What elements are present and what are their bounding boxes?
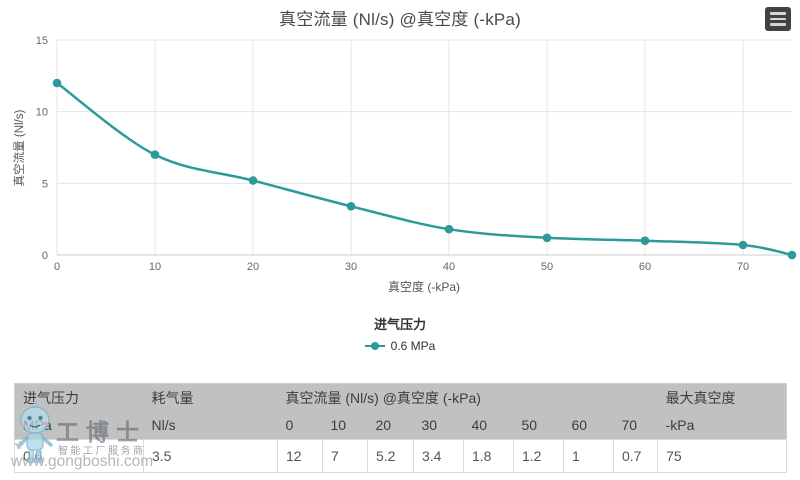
data-point-marker[interactable] xyxy=(738,240,748,250)
table-cell: 5.2 xyxy=(367,438,414,473)
table-unit-cell: Nl/s xyxy=(143,412,278,439)
table-cell: 1.8 xyxy=(463,438,514,473)
table-unit-cell: 30 xyxy=(413,412,464,439)
x-tick-label: 0 xyxy=(54,261,60,273)
table-header-cell: 最大真空度 xyxy=(657,383,787,412)
data-point-marker[interactable] xyxy=(150,150,160,159)
table-cell: 3.5 xyxy=(143,438,278,473)
data-point-marker[interactable] xyxy=(787,250,797,260)
table-header-cell: 耗气量 xyxy=(143,383,278,412)
legend-item-06mpa[interactable]: 0.6 MPa xyxy=(364,339,436,353)
table-unit-cell: 70 xyxy=(613,412,658,439)
data-point-marker[interactable] xyxy=(640,236,650,245)
legend-series-marker-icon xyxy=(364,342,385,350)
x-tick-label: 10 xyxy=(149,261,161,273)
table-cell: 1.2 xyxy=(513,438,564,473)
table-unit-cell: -kPa xyxy=(657,412,787,439)
table-unit-cell: 50 xyxy=(513,412,564,439)
y-tick-label: 15 xyxy=(36,35,48,47)
x-tick-label: 50 xyxy=(541,261,553,273)
table-header-cell: 真空流量 (Nl/s) @真空度 (-kPa) xyxy=(277,383,658,412)
chart-menu-button[interactable] xyxy=(765,7,791,31)
table-header-cell: 进气压力 xyxy=(14,383,144,412)
legend-title: 进气压力 xyxy=(373,317,426,332)
table-unit-cell: 10 xyxy=(322,412,368,439)
data-point-marker[interactable] xyxy=(248,176,258,185)
x-tick-label: 60 xyxy=(639,261,651,273)
table-cell: 0.6 xyxy=(14,438,144,473)
y-axis-title: 真空流量 (Nl/s) xyxy=(14,109,26,187)
x-axis-title: 真空度 (-kPa) xyxy=(387,280,461,294)
x-tick-label: 70 xyxy=(737,261,749,273)
table-cell: 1 xyxy=(563,438,614,473)
data-point-marker[interactable] xyxy=(346,202,356,211)
table-cell: 75 xyxy=(657,438,788,473)
x-tick-label: 40 xyxy=(443,261,455,273)
table-cell: 7 xyxy=(322,438,368,473)
y-tick-label: 10 xyxy=(36,107,48,119)
data-point-marker[interactable] xyxy=(52,78,62,88)
data-point-marker[interactable] xyxy=(444,224,454,234)
table-row: 0.6 3.5 12 7 5.2 3.4 1.8 1.2 1 0.7 75 xyxy=(14,438,788,473)
series-line xyxy=(56,81,793,257)
table-unit-cell: 0 xyxy=(277,412,323,439)
table-cell: 3.4 xyxy=(413,438,464,473)
data-point-marker[interactable] xyxy=(542,233,552,243)
table-cell: 12 xyxy=(277,438,323,473)
table-unit-cell: 40 xyxy=(463,412,514,439)
y-tick-label: 5 xyxy=(42,178,48,190)
chart-legend: 进气压力 0.6 MPa xyxy=(0,314,800,356)
line-chart-plot: 0 5 10 15 0 10 20 30 40 50 60 70 xyxy=(36,35,797,273)
table-units-row: MPa Nl/s 0 10 20 30 40 50 60 70 -kPa xyxy=(14,412,787,439)
x-tick-label: 20 xyxy=(247,261,259,273)
table-unit-cell: MPa xyxy=(14,412,144,439)
x-tick-label: 30 xyxy=(345,261,357,273)
y-tick-label: 0 xyxy=(42,250,48,262)
table-unit-cell: 60 xyxy=(563,412,614,439)
table-unit-cell: 20 xyxy=(367,412,414,439)
table-header-group-row: 进气压力 耗气量 真空流量 (Nl/s) @真空度 (-kPa) 最大真空度 xyxy=(14,383,787,412)
table-cell: 0.7 xyxy=(612,438,659,473)
spec-table: 进气压力 耗气量 真空流量 (Nl/s) @真空度 (-kPa) 最大真空度 MPa Nl… xyxy=(14,383,788,473)
legend-item-label: 0.6 MPa xyxy=(390,339,436,353)
chart-title: 真空流量 (Nl/s) @真空度 (-kPa) xyxy=(279,10,521,29)
